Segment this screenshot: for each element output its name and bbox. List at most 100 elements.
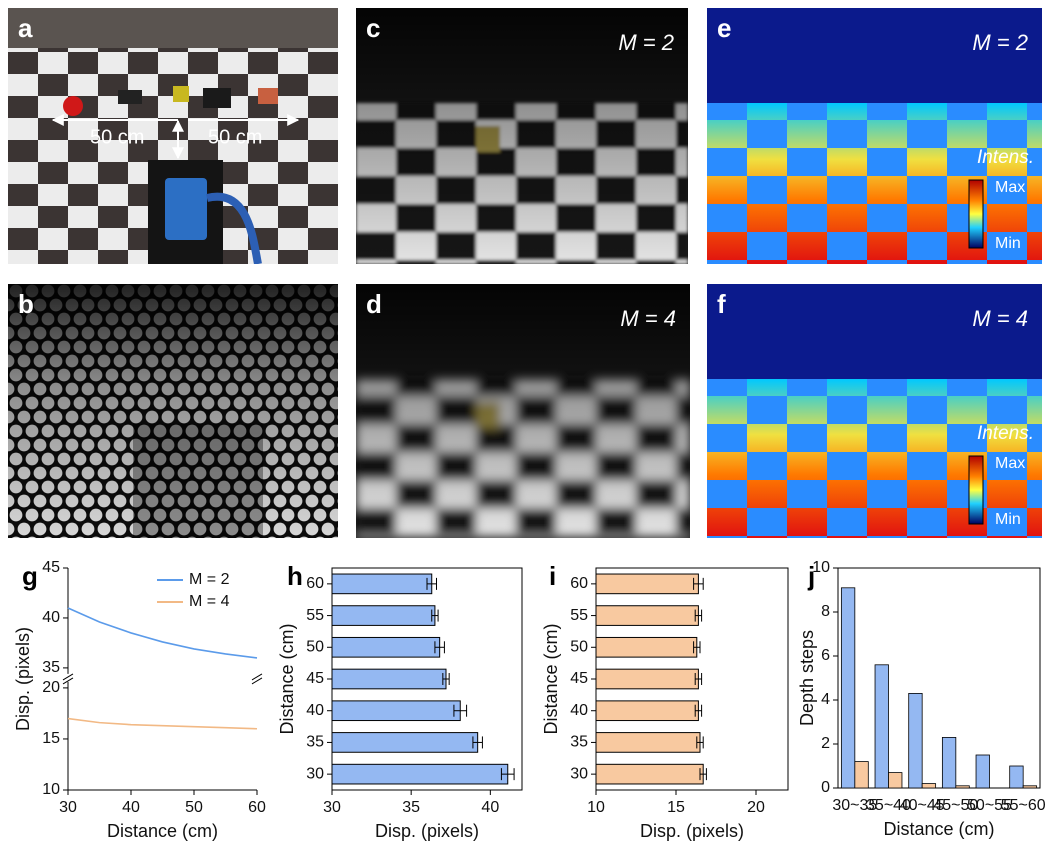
panel-letter: h [287, 561, 303, 591]
bar [596, 574, 698, 594]
x-tick-label: 30 [59, 799, 77, 816]
condition-label: M = 2 [972, 30, 1028, 55]
object [173, 86, 189, 102]
panel-letter: i [549, 561, 556, 591]
bar [332, 701, 460, 721]
bar [332, 637, 440, 657]
condition-label: M = 4 [620, 306, 676, 331]
bar [976, 755, 989, 788]
panel-letter: a [18, 13, 33, 43]
y-tick-label: 50 [306, 639, 324, 656]
panel-letter: f [717, 289, 726, 319]
x-tick-label: 30 [323, 799, 341, 816]
bar [332, 733, 478, 753]
series-line [68, 608, 257, 658]
y-tick-label: 40 [306, 702, 324, 719]
legend-label: M = 2 [189, 571, 230, 588]
y-axis-label: Disp. (pixels) [13, 627, 33, 731]
y-tick-label: 4 [821, 691, 830, 708]
photo-panel: M = 2c [356, 8, 688, 264]
object [258, 88, 278, 104]
object [203, 88, 231, 108]
y-tick-label: 55 [570, 607, 588, 624]
panel-letter: e [717, 13, 731, 43]
colorbar-max: Max [995, 455, 1025, 472]
object [63, 96, 83, 116]
y-tick-label: 6 [821, 647, 830, 664]
condition-label: M = 4 [972, 306, 1028, 331]
panel-letter: g [22, 561, 38, 591]
y-tick-label: 35 [42, 659, 60, 676]
photo-panel: Intens. Max Min M = 4 f [707, 284, 1042, 538]
bar [332, 574, 432, 594]
y-axis-label: Depth steps [797, 630, 817, 726]
y-tick-label: 60 [306, 575, 324, 592]
y-tick-label: 10 [812, 559, 830, 576]
panel-letter: c [366, 13, 380, 43]
bar [596, 701, 698, 721]
x-axis-label: Distance (cm) [107, 821, 218, 841]
y-tick-label: 2 [821, 735, 830, 752]
photo-panel: Intens. Max Min M = 2 e [707, 8, 1042, 264]
x-tick-label: 60 [248, 799, 266, 816]
bar [909, 693, 922, 788]
bar [1023, 786, 1036, 788]
bar [596, 669, 698, 689]
camera-mount [165, 178, 207, 240]
y-tick-label: 20 [42, 679, 60, 696]
series-line [68, 719, 257, 729]
plot-frame [838, 568, 1040, 788]
x-tick-label: 55~60 [1001, 797, 1046, 814]
bar [332, 764, 508, 784]
x-tick-label: 40 [122, 799, 140, 816]
colorbar-title: Intens. [977, 147, 1034, 168]
bar [956, 786, 969, 788]
colorbar-min: Min [995, 235, 1021, 252]
x-tick-label: 40 [481, 799, 499, 816]
board-squares [707, 379, 1042, 538]
y-tick-label: 10 [42, 781, 60, 798]
bar [855, 762, 868, 788]
bar [596, 764, 703, 784]
bar [922, 784, 935, 788]
y-tick-label: 50 [570, 639, 588, 656]
colorbar-min: Min [995, 511, 1021, 528]
colorbar-title: Intens. [977, 423, 1034, 444]
legend-label: M = 4 [189, 593, 230, 610]
x-tick-label: 50 [185, 799, 203, 816]
object [118, 90, 142, 104]
colorbar-max: Max [995, 179, 1025, 196]
bar [1010, 766, 1023, 788]
y-tick-label: 35 [570, 734, 588, 751]
figure: 50 cm50 cmabM = 2cM = 4dIntens.MaxMinM =… [0, 0, 1051, 843]
photo-panel: b [8, 284, 338, 538]
x-tick-label: 35 [402, 799, 420, 816]
bar [596, 637, 697, 657]
distance-label: 50 cm [90, 126, 144, 148]
colorbar [969, 456, 983, 524]
bar [875, 665, 888, 788]
y-tick-label: 15 [42, 730, 60, 747]
y-tick-label: 40 [42, 609, 60, 626]
bar [332, 669, 446, 689]
shade [133, 424, 263, 538]
panel-letter: d [366, 289, 382, 319]
bar [841, 588, 854, 788]
y-tick-label: 30 [570, 765, 588, 782]
x-tick-label: 10 [587, 799, 605, 816]
bar [889, 773, 902, 788]
bar [942, 737, 955, 788]
y-tick-label: 30 [306, 765, 324, 782]
y-tick-label: 40 [570, 702, 588, 719]
x-axis-label: Disp. (pixels) [375, 821, 479, 841]
y-tick-label: 60 [570, 575, 588, 592]
y-tick-label: 35 [306, 734, 324, 751]
y-tick-label: 55 [306, 607, 324, 624]
panel-letter: b [18, 289, 34, 319]
board-squares [707, 103, 1042, 264]
bar [596, 606, 698, 626]
x-tick-label: 15 [667, 799, 685, 816]
y-tick-label: 45 [570, 670, 588, 687]
photo-panel: M = 4 d [356, 284, 690, 538]
